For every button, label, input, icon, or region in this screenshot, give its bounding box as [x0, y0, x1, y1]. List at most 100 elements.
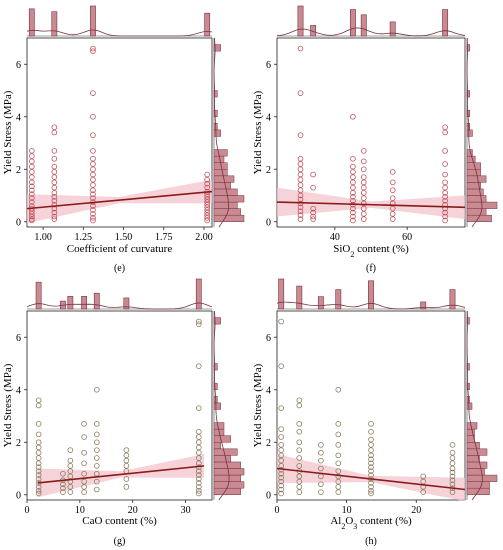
data-point: [67, 484, 74, 490]
data-point: [93, 439, 100, 446]
data-point: [318, 481, 324, 488]
data-point: [350, 205, 356, 212]
data-point: [204, 204, 210, 211]
data-point: [35, 476, 42, 482]
top-marginal-bar: [28, 8, 35, 37]
data-point: [449, 469, 456, 476]
y-tick-label: 2: [16, 438, 21, 449]
y-tick-label: 0: [16, 217, 21, 228]
data-point: [90, 195, 96, 201]
x-tick-label: 1.75: [155, 232, 173, 243]
data-point: [335, 421, 342, 427]
right-marginal-bar: [213, 422, 225, 430]
data-point: [297, 161, 304, 167]
data-point: [81, 484, 87, 490]
data-point: [297, 182, 304, 188]
data-point: [368, 436, 374, 443]
data-point: [368, 452, 374, 459]
data-point: [195, 449, 202, 456]
data-point: [297, 132, 304, 138]
data-point: [449, 449, 456, 456]
data-point: [81, 460, 87, 467]
top-marginal-bar: [93, 292, 100, 310]
data-point: [296, 455, 303, 461]
data-point: [350, 113, 356, 120]
data-point: [389, 211, 396, 217]
right-marginal-bar: [213, 214, 245, 222]
x-tick-label: 1.25: [75, 232, 93, 243]
data-point: [350, 179, 356, 186]
data-point: [60, 481, 66, 488]
y-tick-label: 2: [16, 165, 21, 176]
right-marginal-bar: [466, 208, 487, 216]
right-marginal-bar: [466, 317, 470, 325]
right-marginal-bar: [213, 455, 231, 463]
right-marginal-bar: [213, 155, 225, 163]
data-point: [29, 187, 35, 194]
data-point: [442, 161, 448, 167]
regression-line: [276, 201, 466, 209]
top-marginal-bar: [420, 301, 427, 310]
data-point: [90, 166, 96, 173]
data-point: [368, 428, 374, 435]
data-point: [335, 460, 342, 467]
confidence-band: [277, 187, 465, 220]
data-point: [449, 460, 456, 467]
data-point: [389, 205, 396, 212]
data-point: [29, 169, 35, 175]
data-point: [442, 179, 448, 186]
data-point: [296, 473, 303, 480]
data-point: [278, 486, 284, 493]
data-point: [51, 129, 58, 136]
data-point: [296, 463, 303, 469]
top-marginal-bar: [51, 11, 58, 37]
data-point: [389, 169, 396, 175]
data-point: [368, 488, 374, 494]
right-marginal-bar: [213, 169, 228, 177]
right-marginal-bar: [466, 461, 488, 469]
right-marginal-density: [213, 37, 230, 228]
x-tick-label: 40: [330, 232, 340, 243]
data-point: [195, 363, 202, 369]
data-point: [51, 190, 58, 196]
right-marginal-bar: [213, 448, 238, 456]
data-point: [90, 207, 96, 213]
top-marginal-bar: [35, 281, 42, 310]
data-point: [195, 455, 202, 461]
data-point: [123, 463, 130, 469]
x-tick-label: 60: [402, 232, 412, 243]
right-marginal-bar: [213, 487, 241, 495]
data-point: [51, 213, 58, 220]
data-point: [368, 456, 374, 463]
right-marginal-bar: [213, 90, 218, 98]
data-point: [51, 179, 58, 186]
data-point: [278, 426, 284, 432]
data-point: [81, 470, 87, 477]
regression-line: [37, 465, 205, 484]
right-marginal-bar: [213, 474, 241, 482]
data-point: [278, 478, 284, 485]
data-point: [81, 434, 87, 440]
right-marginal-bar: [466, 175, 487, 183]
top-marginal-bar: [67, 296, 74, 310]
data-point: [204, 196, 210, 203]
panel-h: 0 10 20 0 2 4 6 Al2O3 content (%) Yield Stress (…: [252, 278, 498, 547]
data-point: [296, 421, 303, 427]
data-point: [204, 201, 210, 208]
right-marginal-density: [466, 310, 483, 501]
data-point: [350, 155, 356, 162]
data-point: [204, 207, 210, 213]
data-point: [278, 470, 284, 477]
data-point: [51, 197, 58, 204]
data-point: [29, 163, 35, 170]
data-point: [67, 457, 74, 464]
right-marginal-bar: [466, 402, 473, 410]
data-point: [360, 179, 367, 186]
data-point: [29, 199, 35, 205]
data-point: [29, 195, 35, 201]
data-point: [204, 180, 210, 187]
y-tick-label: 6: [266, 60, 271, 71]
data-point: [310, 209, 316, 216]
data-point: [35, 488, 42, 494]
right-marginal-density: [213, 310, 230, 501]
